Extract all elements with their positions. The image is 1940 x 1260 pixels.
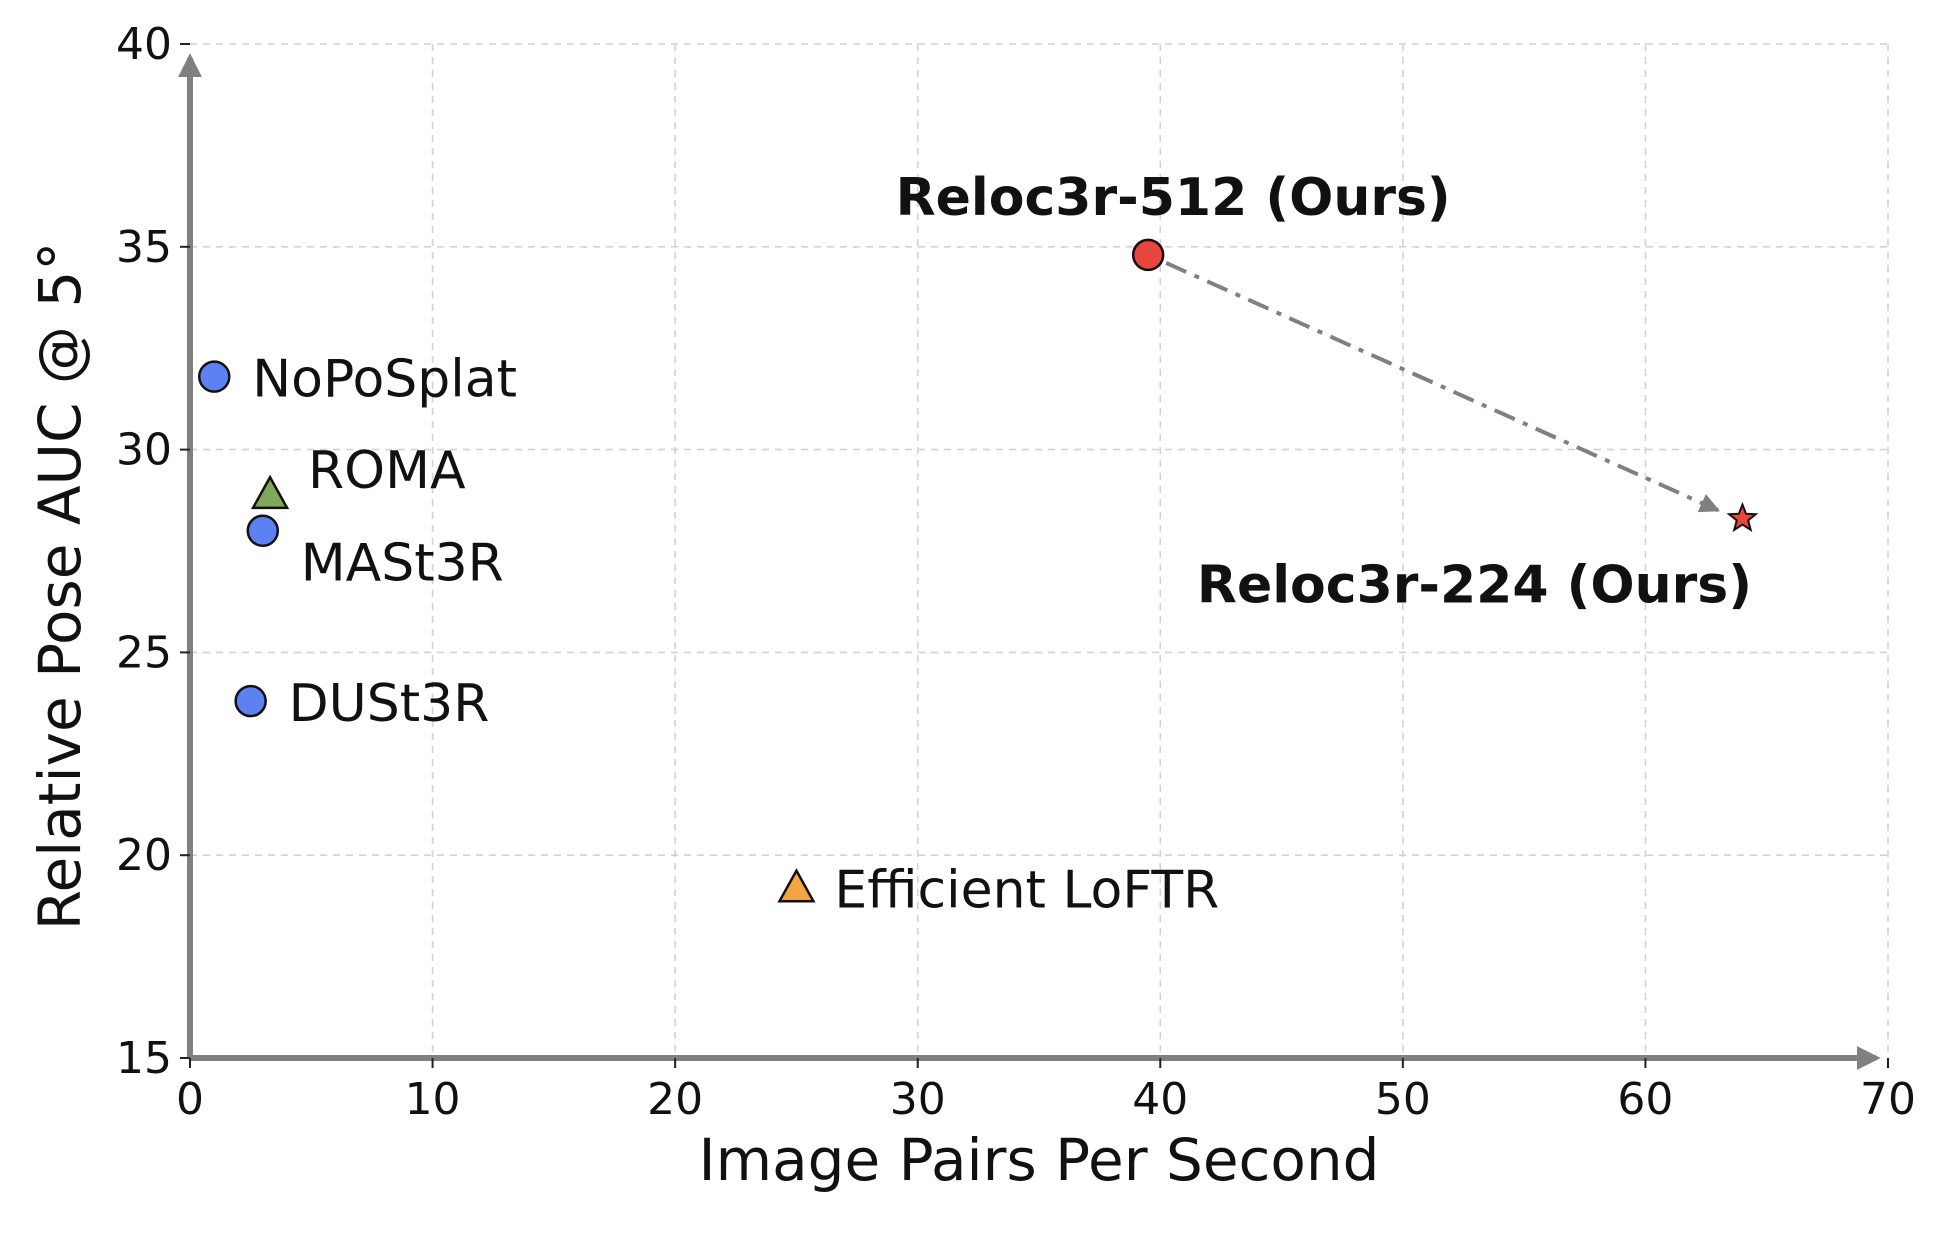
- y-tick-label: 40: [116, 19, 172, 70]
- point-dust3r: [234, 684, 267, 718]
- annotations: [1165, 261, 1721, 513]
- x-tick-label: 20: [647, 1074, 703, 1125]
- point-reloc3r-512-ours-label: Reloc3r-512 (Ours): [896, 168, 1451, 228]
- point-roma-label: ROMA: [308, 441, 466, 501]
- annotation-arrow: [1165, 261, 1721, 513]
- x-tick-label: 10: [405, 1074, 461, 1125]
- point-reloc3r-224-ours-label: Reloc3r-224 (Ours): [1197, 556, 1752, 616]
- point-dust3r-label: DUSt3R: [289, 674, 490, 734]
- axes: [178, 53, 1881, 1070]
- point-mast3r: [246, 514, 280, 547]
- point-mast3r-label: MASt3R: [301, 534, 504, 594]
- point-noposplat: [198, 360, 231, 393]
- point-efficient-loftr-label: Efficient LoFTR: [834, 861, 1219, 921]
- ticks: 0 10 20 30 40 50 60 70 15 20 25 30 35 40: [116, 19, 1916, 1125]
- y-tick-label: 15: [116, 1033, 172, 1084]
- x-tick-label: 60: [1617, 1074, 1673, 1125]
- point-roma: [250, 474, 290, 510]
- point-labels: NoPoSplat ROMA MASt3R DUSt3R Efficient LoFTR…: [252, 168, 1752, 921]
- y-tick-label: 35: [116, 222, 172, 273]
- data-points: [198, 238, 1759, 903]
- point-noposplat-label: NoPoSplat: [252, 350, 517, 410]
- y-tick-label: 30: [116, 425, 172, 476]
- x-tick-label: 0: [176, 1074, 204, 1125]
- x-axis-title: Image Pairs Per Second: [699, 1126, 1380, 1194]
- point-reloc3r-224-ours: [1726, 501, 1759, 533]
- grid: [190, 43, 1889, 1058]
- y-tick-label: 25: [116, 627, 172, 678]
- point-reloc3r-512-ours: [1131, 238, 1165, 272]
- x-tick-label: 50: [1375, 1074, 1431, 1125]
- x-tick-label: 40: [1132, 1074, 1188, 1125]
- y-axis-title: Relative Pose AUC @ 5°: [26, 242, 94, 930]
- point-efficient-loftr: [777, 868, 816, 903]
- x-tick-label: 30: [890, 1074, 946, 1125]
- x-tick-label: 70: [1860, 1074, 1916, 1125]
- y-tick-label: 20: [116, 830, 172, 881]
